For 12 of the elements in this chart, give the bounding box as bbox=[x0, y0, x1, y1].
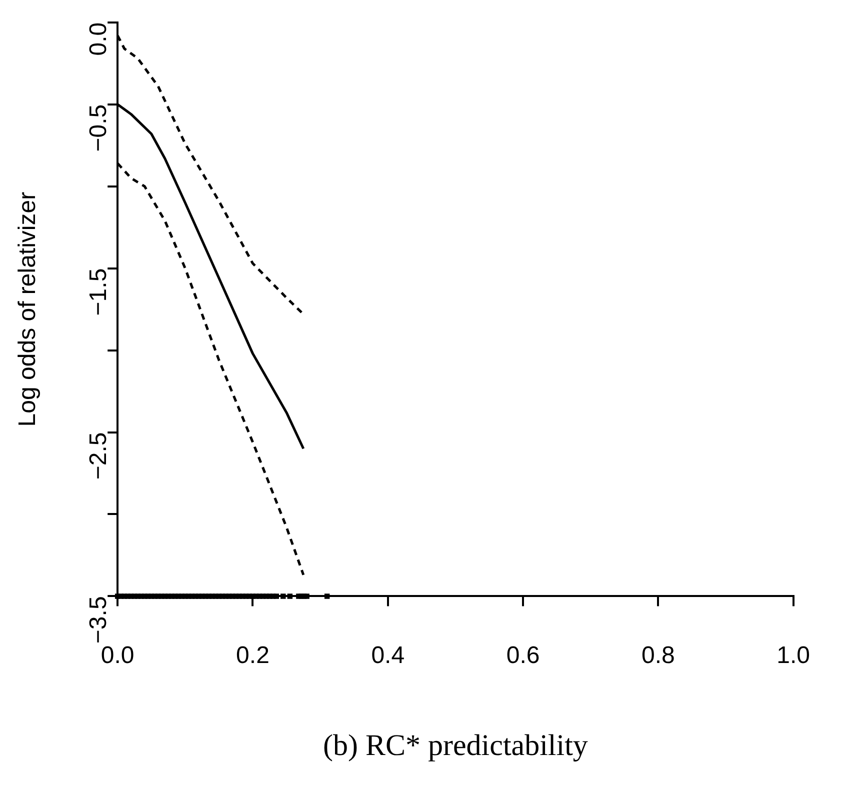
x-tick-label: 1.0 bbox=[776, 642, 810, 670]
x-tick-label: 0.2 bbox=[236, 642, 270, 670]
y-tick-label: −3.5 bbox=[85, 596, 112, 644]
y-tick-label: −0.5 bbox=[85, 104, 112, 152]
y-tick-label: −2.5 bbox=[85, 432, 112, 480]
x-tick-label: 0.8 bbox=[641, 642, 675, 670]
y-tick-label: 0.0 bbox=[85, 22, 112, 56]
y-axis-title: Log odds of relativizer bbox=[14, 192, 42, 427]
x-axis-title: (b) RC* predictability bbox=[322, 728, 588, 762]
x-tick-label: 0.4 bbox=[371, 642, 405, 670]
y-tick-label: −1.5 bbox=[85, 268, 112, 316]
x-tick-label: 0.6 bbox=[506, 642, 540, 670]
